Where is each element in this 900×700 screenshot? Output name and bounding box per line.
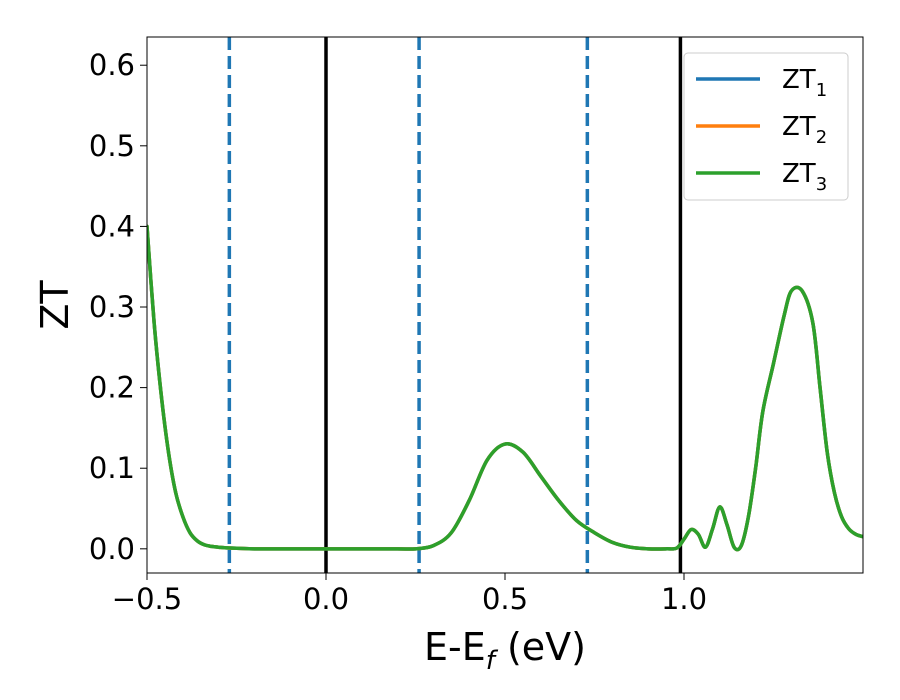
x-axis-title: E-Ef (eV) xyxy=(424,625,586,676)
y-tick-label: 0.0 xyxy=(89,532,135,566)
y-axis-title: ZT xyxy=(33,280,77,330)
x-tick-label: 1.0 xyxy=(661,582,707,616)
x-tick-label: 0.5 xyxy=(482,582,528,616)
y-tick-label: 0.3 xyxy=(89,290,135,324)
y-tick-label: 0.6 xyxy=(89,48,135,82)
legend: ZT1 ZT2 ZT3 xyxy=(683,52,849,201)
y-tick-label: 0.1 xyxy=(89,451,135,485)
axes: −0.5 0.0 0.5 1.0 0.0 0.1 0.2 0.3 0.4 0.5 0.6 xyxy=(89,36,864,616)
x-tick-label: −0.5 xyxy=(112,582,182,616)
plot-area xyxy=(147,37,863,573)
y-tick-label: 0.2 xyxy=(89,371,135,405)
legend-box xyxy=(683,52,849,201)
legend-label-2: ZT2 xyxy=(782,112,827,148)
x-tick-label: 0.0 xyxy=(303,582,349,616)
legend-label-3: ZT3 xyxy=(782,159,827,195)
axis-titles: E-Ef (eV) ZT xyxy=(33,280,586,676)
legend-label-1: ZT1 xyxy=(782,65,827,101)
y-tick-label: 0.5 xyxy=(89,129,135,163)
series-line-3 xyxy=(147,224,863,552)
y-tick-label: 0.4 xyxy=(89,209,135,243)
